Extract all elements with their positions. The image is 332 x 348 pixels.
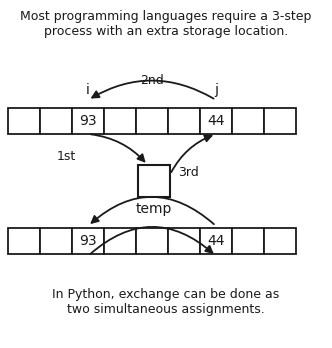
Text: 44: 44 (207, 114, 225, 128)
Text: 1st: 1st (57, 150, 76, 163)
Bar (136, 108, 168, 134)
Bar (72, 228, 104, 254)
Text: 2nd: 2nd (140, 73, 164, 87)
FancyArrowPatch shape (91, 134, 144, 161)
Text: In Python, exchange can be done as
two simultaneous assignments.: In Python, exchange can be done as two s… (52, 288, 280, 316)
Bar (168, 228, 200, 254)
Text: 93: 93 (79, 114, 97, 128)
Text: i: i (86, 83, 90, 97)
Text: 44: 44 (207, 234, 225, 248)
Bar (168, 108, 200, 134)
Bar (40, 228, 72, 254)
Bar (232, 108, 264, 134)
Bar (72, 108, 104, 134)
Text: 93: 93 (79, 234, 97, 248)
Bar (136, 228, 168, 254)
Text: Most programming languages require a 3-step
process with an extra storage locati: Most programming languages require a 3-s… (20, 10, 312, 38)
Bar (264, 228, 296, 254)
FancyArrowPatch shape (90, 227, 212, 254)
FancyArrowPatch shape (92, 80, 213, 98)
Bar (104, 108, 136, 134)
FancyArrowPatch shape (171, 135, 211, 172)
Bar (200, 228, 232, 254)
FancyArrowPatch shape (92, 197, 214, 224)
Text: temp: temp (136, 202, 172, 216)
Text: j: j (214, 83, 218, 97)
Bar (200, 108, 232, 134)
Bar (264, 108, 296, 134)
Bar (8, 228, 40, 254)
Bar (40, 108, 72, 134)
Bar (232, 228, 264, 254)
Bar (138, 165, 170, 197)
Bar (8, 108, 40, 134)
Text: 3rd: 3rd (178, 166, 199, 180)
Bar (104, 228, 136, 254)
